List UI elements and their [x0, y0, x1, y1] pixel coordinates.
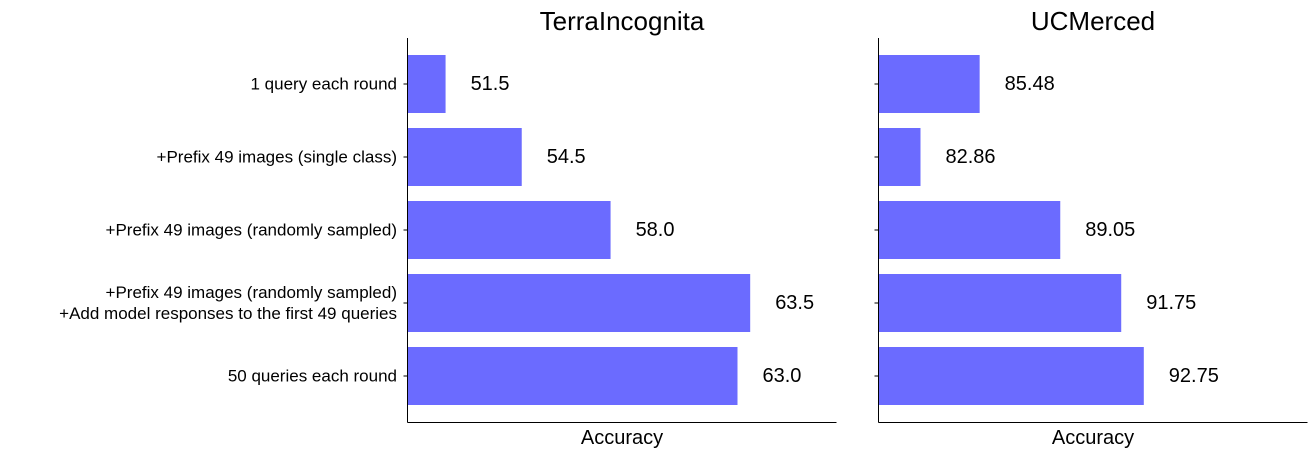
- bar: [407, 347, 738, 405]
- chart-title: UCMerced: [1031, 6, 1155, 36]
- bar-value-label: 91.75: [1146, 292, 1196, 314]
- bar-value-label: 89.05: [1085, 219, 1135, 241]
- bar: [407, 274, 751, 332]
- bar: [878, 201, 1061, 259]
- bar-value-label: 58.0: [636, 219, 675, 241]
- bar-value-label: 92.75: [1169, 365, 1219, 387]
- bar: [878, 274, 1122, 332]
- bar-value-label: 82.86: [945, 146, 995, 168]
- bar: [878, 55, 980, 113]
- bar-value-label: 85.48: [1005, 73, 1055, 95]
- category-tick-label: +Prefix 49 images (single class): [157, 148, 397, 167]
- bar: [878, 347, 1144, 405]
- bar: [407, 55, 446, 113]
- x-axis-label: Accuracy: [581, 427, 663, 449]
- category-tick-label: 50 queries each round: [228, 367, 397, 386]
- bar-value-label: 51.5: [471, 73, 510, 95]
- bar: [878, 128, 921, 186]
- category-tick-label: +Add model responses to the first 49 que…: [59, 304, 397, 323]
- category-tick-label: 1 query each round: [251, 75, 398, 94]
- chart-title: TerraIncognita: [540, 6, 705, 36]
- bar: [407, 201, 611, 259]
- category-tick-label: +Prefix 49 images (randomly sampled): [106, 221, 397, 240]
- bar: [407, 128, 522, 186]
- x-axis-label: Accuracy: [1052, 427, 1134, 449]
- category-tick-label: +Prefix 49 images (randomly sampled): [106, 283, 397, 302]
- bar-value-label: 63.5: [775, 292, 814, 314]
- bar-value-label: 54.5: [547, 146, 586, 168]
- bar-value-label: 63.0: [763, 365, 802, 387]
